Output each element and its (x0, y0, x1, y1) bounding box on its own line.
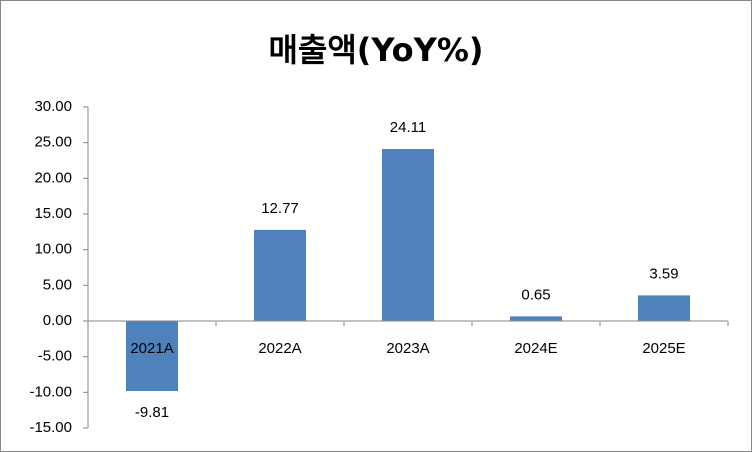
data-label: 3.59 (649, 265, 678, 282)
y-tick-label: 20.00 (34, 169, 72, 186)
y-tick-label: -15.00 (29, 419, 72, 436)
x-tick-label: 2021A (130, 340, 173, 357)
bar (382, 149, 434, 321)
chart-title: 매출액(YoY%) (268, 31, 483, 69)
x-tick-label: 2024E (514, 340, 557, 357)
x-tick-label: 2023A (386, 340, 429, 357)
y-tick-label: -10.00 (29, 383, 72, 400)
data-label: 12.77 (261, 200, 299, 217)
x-tick-label: 2025E (642, 340, 685, 357)
y-tick-label: 15.00 (34, 205, 72, 222)
data-label: 24.11 (390, 119, 426, 136)
bar (638, 295, 690, 321)
bar (126, 321, 178, 391)
y-tick-label: 25.00 (34, 134, 72, 151)
y-tick-label: 0.00 (43, 312, 72, 329)
data-label: 0.65 (521, 286, 550, 303)
y-tick-label: -5.00 (38, 348, 72, 365)
y-tick-label: 10.00 (34, 241, 72, 258)
y-tick-label: 5.00 (43, 276, 72, 293)
bar (510, 316, 562, 321)
data-label: -9.81 (135, 404, 169, 421)
y-tick-label: 30.00 (34, 98, 72, 115)
bar (254, 229, 306, 321)
x-tick-label: 2022A (258, 340, 301, 357)
